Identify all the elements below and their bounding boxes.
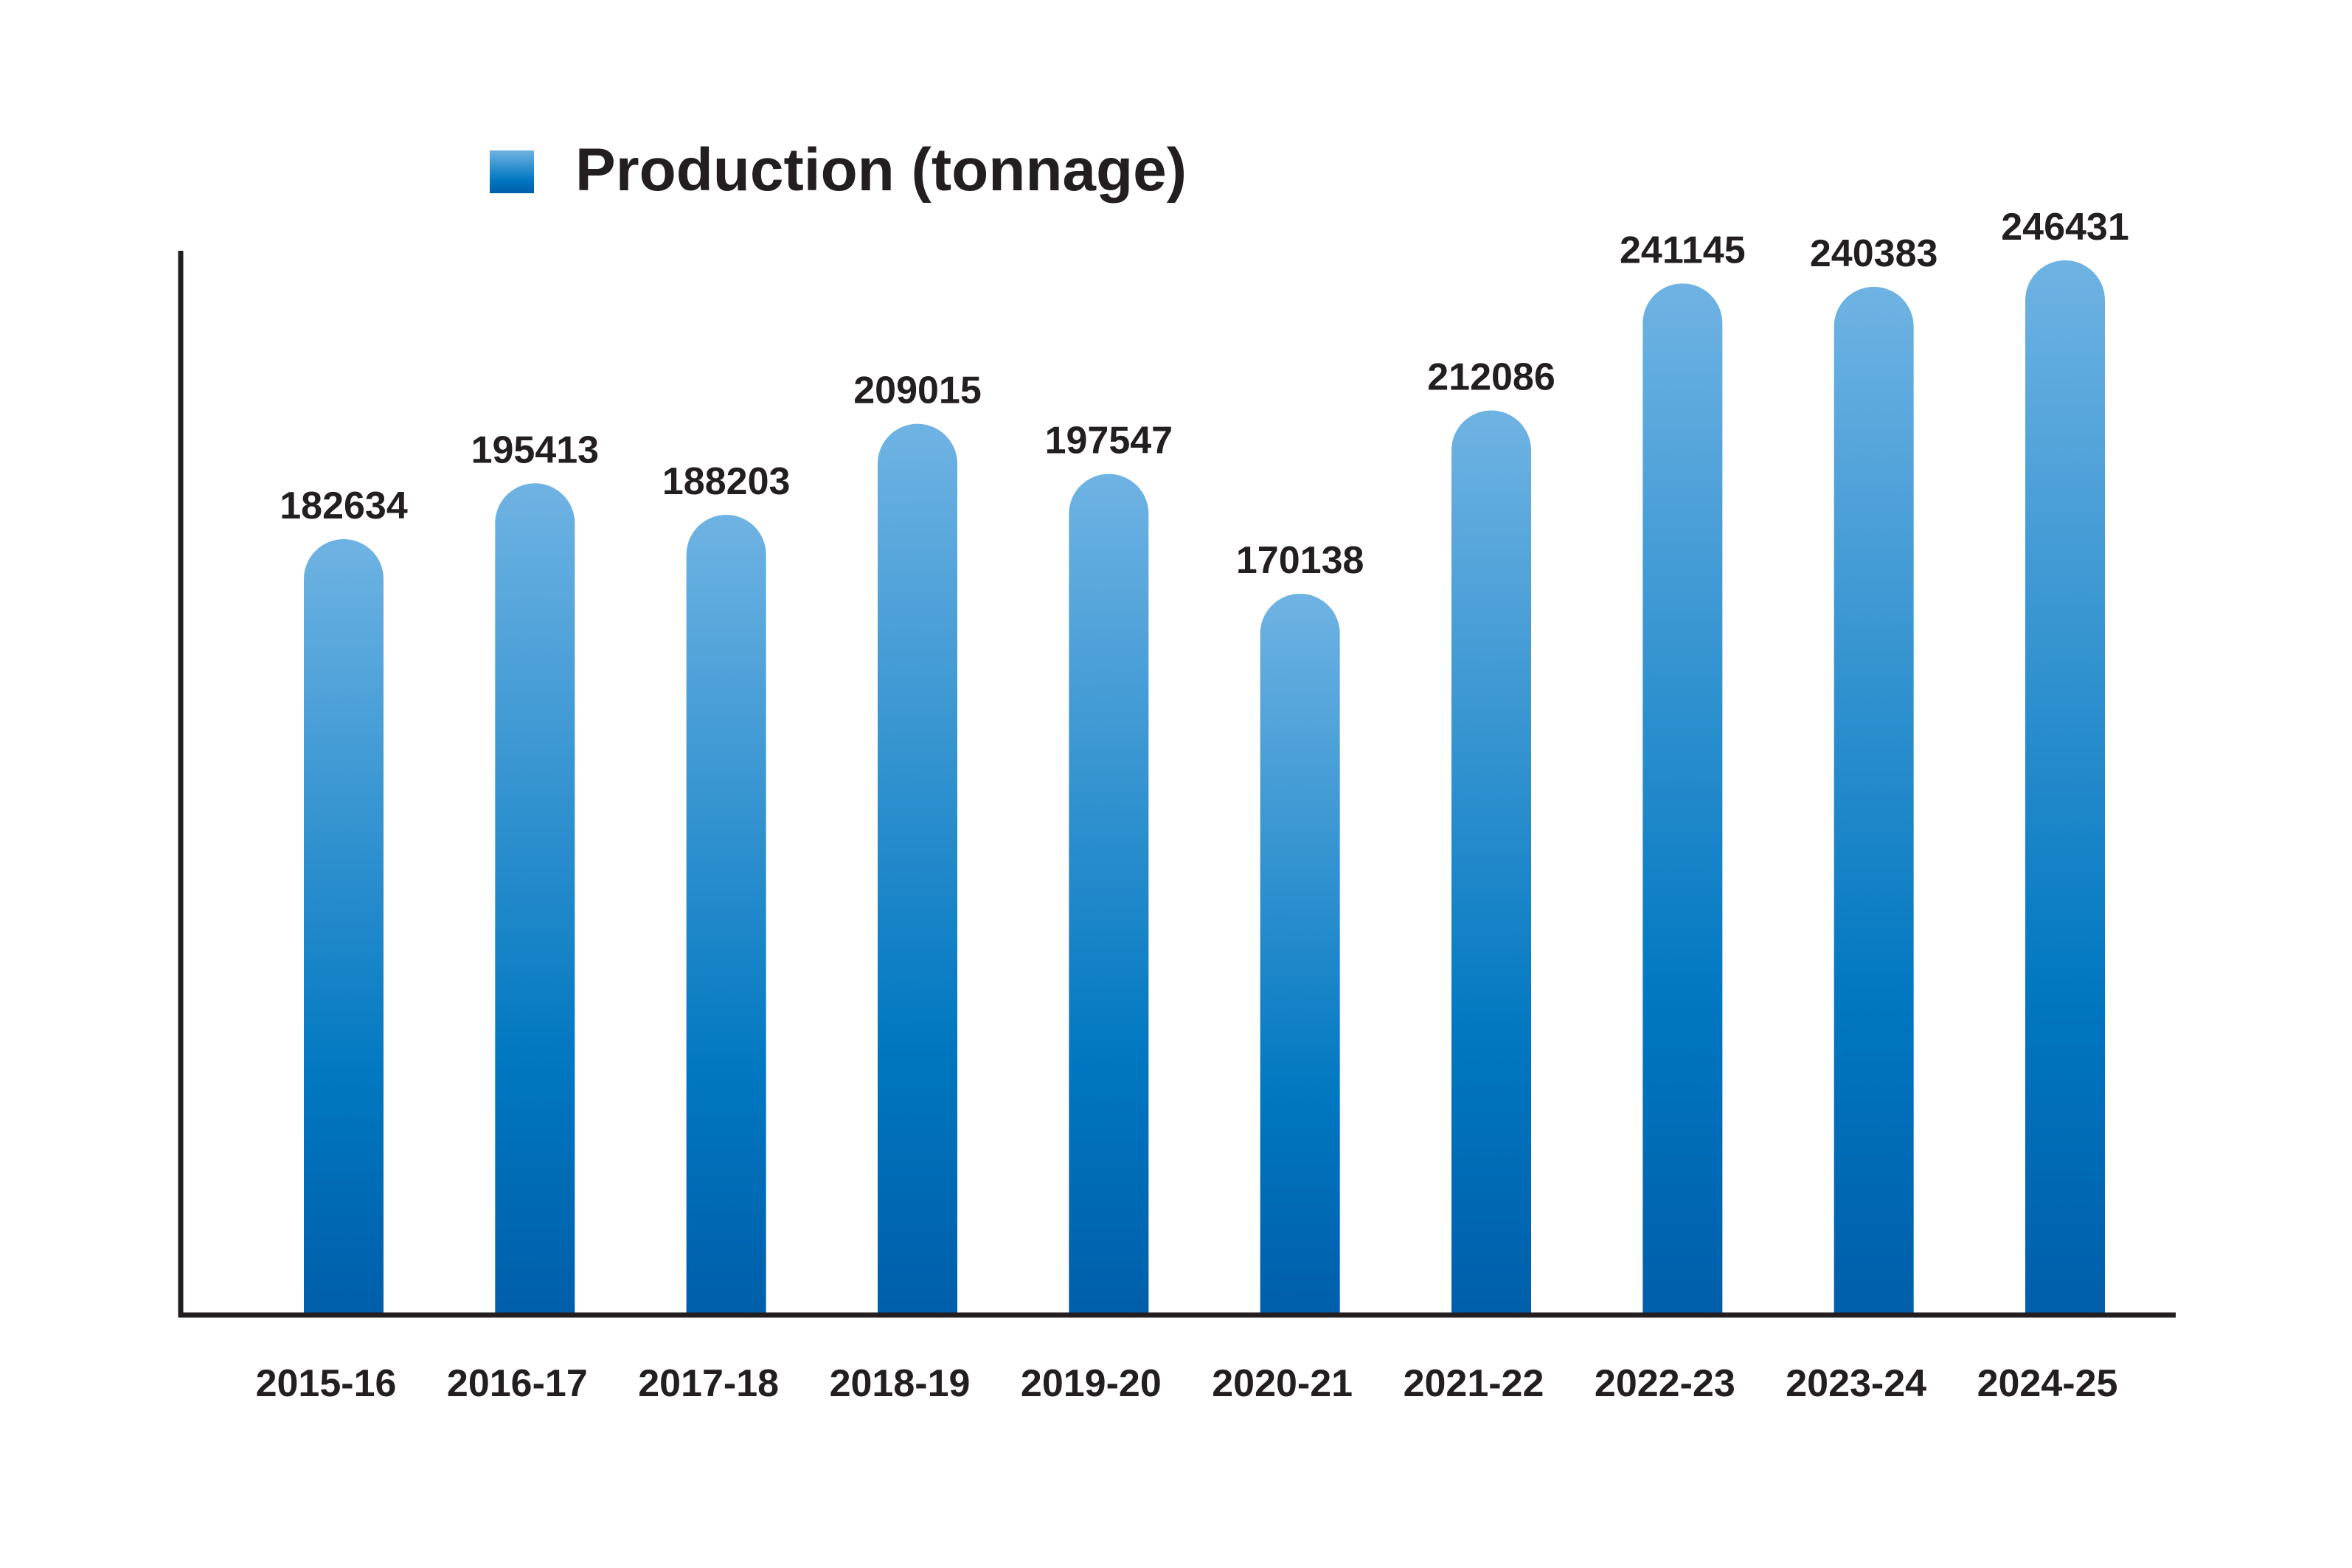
x-tick-label: 2015-16 (256, 1362, 397, 1405)
legend: Production (tonnage) (490, 136, 1187, 204)
bar-2023-24 (1834, 286, 1914, 1315)
bar-2015-16 (304, 538, 384, 1316)
bar-2016-17 (495, 483, 575, 1315)
value-label: 240383 (1810, 232, 1938, 275)
x-tick-labels: 2015-16 2016-17 2017-18 2018-19 2019-20 2020-… (256, 1362, 2118, 1405)
x-tick-label: 2020-21 (1212, 1362, 1353, 1405)
bars-layer (304, 260, 2105, 1316)
x-tick-label: 2021-22 (1404, 1362, 1544, 1405)
bar-2019-20 (1069, 473, 1149, 1315)
bar-2018-19 (878, 423, 957, 1315)
value-label: 212086 (1427, 355, 1555, 398)
legend-swatch (490, 150, 534, 193)
legend-label: Production (tonnage) (575, 136, 1187, 204)
value-labels-layer: 182634 195413 188203 209015 197547 170138 2120… (280, 206, 2129, 582)
value-label: 195413 (471, 429, 600, 471)
x-tick-label: 2016-17 (447, 1362, 588, 1405)
value-label: 170138 (1236, 539, 1364, 582)
bar-2024-25 (2025, 260, 2105, 1315)
value-label: 197547 (1045, 420, 1173, 462)
value-label: 241145 (1620, 229, 1746, 271)
x-tick-label: 2017-18 (638, 1362, 779, 1405)
x-tick-label: 2018-19 (830, 1362, 971, 1405)
bar-2020-21 (1260, 594, 1340, 1315)
bar-2017-18 (686, 514, 766, 1315)
value-label: 246431 (2001, 206, 2129, 249)
x-tick-label: 2022-23 (1595, 1362, 1735, 1405)
value-label: 182634 (280, 485, 408, 527)
x-tick-label: 2023-24 (1786, 1362, 1926, 1405)
axes (178, 251, 2176, 1318)
x-tick-label: 2024-25 (1977, 1362, 2118, 1405)
bar-2022-23 (1642, 283, 1723, 1316)
bar-2021-22 (1451, 410, 1531, 1315)
x-tick-label: 2019-20 (1021, 1362, 1162, 1405)
value-label: 209015 (853, 370, 982, 412)
value-label: 188203 (662, 460, 791, 503)
